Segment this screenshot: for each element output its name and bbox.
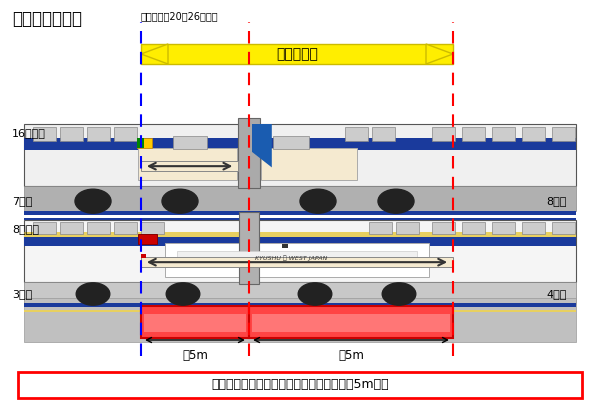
Bar	[372, 127, 395, 141]
Bar	[24, 186, 576, 211]
Bar	[522, 127, 545, 141]
Bar	[33, 127, 56, 141]
Text: 3号車: 3号車	[12, 289, 32, 299]
Circle shape	[298, 283, 332, 305]
Bar	[492, 127, 515, 141]
Text: 8両編成: 8両編成	[12, 224, 39, 234]
Bar	[138, 148, 237, 180]
Bar	[432, 222, 455, 234]
Bar	[24, 310, 576, 312]
Polygon shape	[141, 44, 168, 64]
Bar	[165, 243, 429, 277]
Text: 7号車: 7号車	[12, 196, 32, 206]
Bar	[24, 303, 576, 307]
Text: 4号車: 4号車	[547, 289, 567, 299]
Circle shape	[382, 283, 416, 305]
Bar	[114, 127, 137, 141]
Bar	[249, 306, 453, 338]
Bar	[24, 298, 576, 342]
Bar	[282, 244, 288, 248]
Text: （新大阪駅20〜26番線）: （新大阪駅20〜26番線）	[141, 11, 218, 21]
Circle shape	[378, 189, 414, 213]
Text: 〇大開口可動柵: 〇大開口可動柵	[12, 10, 82, 28]
Bar	[522, 222, 545, 234]
Text: 8号車: 8号車	[547, 196, 567, 206]
Text: 乗降扉の位置の違いに対応するため扉長が5m必要: 乗降扉の位置の違いに対応するため扉長が5m必要	[211, 378, 389, 392]
Bar	[239, 212, 259, 284]
Bar	[261, 148, 357, 180]
Bar	[273, 136, 309, 149]
Bar	[137, 138, 152, 148]
Bar	[141, 222, 164, 234]
Bar	[141, 254, 146, 258]
Circle shape	[75, 189, 111, 213]
Text: 約5m: 約5m	[338, 349, 364, 362]
Bar	[462, 222, 485, 234]
Bar	[60, 222, 83, 234]
Bar	[114, 222, 137, 234]
Bar	[369, 222, 392, 234]
Bar	[492, 222, 515, 234]
Text: 必要開口幅: 必要開口幅	[276, 47, 318, 61]
Bar	[87, 127, 110, 141]
Bar	[462, 127, 485, 141]
Bar	[173, 136, 208, 149]
Bar	[252, 314, 450, 332]
Circle shape	[166, 283, 200, 305]
Polygon shape	[426, 44, 453, 64]
Bar	[345, 127, 368, 141]
Bar	[137, 138, 144, 148]
Bar	[238, 118, 260, 188]
Bar	[141, 257, 453, 267]
Bar	[24, 138, 576, 150]
Bar	[552, 127, 575, 141]
Text: KYUSHU ～ WEST JAPAN: KYUSHU ～ WEST JAPAN	[255, 255, 327, 261]
Bar	[24, 124, 576, 186]
Bar	[141, 161, 238, 171]
Bar	[141, 44, 453, 64]
Bar	[24, 211, 576, 215]
Bar	[177, 251, 417, 265]
Bar	[552, 222, 575, 234]
Bar	[24, 218, 576, 220]
Bar	[432, 127, 455, 141]
Bar	[138, 234, 157, 244]
Bar	[87, 222, 110, 234]
Bar	[396, 222, 419, 234]
Text: 16両編成: 16両編成	[12, 128, 46, 138]
Bar	[24, 282, 576, 304]
Bar	[24, 232, 576, 237]
Bar	[60, 127, 83, 141]
Polygon shape	[252, 124, 272, 167]
Bar	[18, 372, 582, 398]
Bar	[24, 237, 576, 246]
Bar	[24, 220, 576, 282]
Bar	[141, 306, 249, 338]
Bar	[144, 314, 246, 332]
Circle shape	[162, 189, 198, 213]
Text: 約5m: 約5m	[182, 349, 208, 362]
Circle shape	[300, 189, 336, 213]
Circle shape	[76, 283, 110, 305]
Bar	[33, 222, 56, 234]
